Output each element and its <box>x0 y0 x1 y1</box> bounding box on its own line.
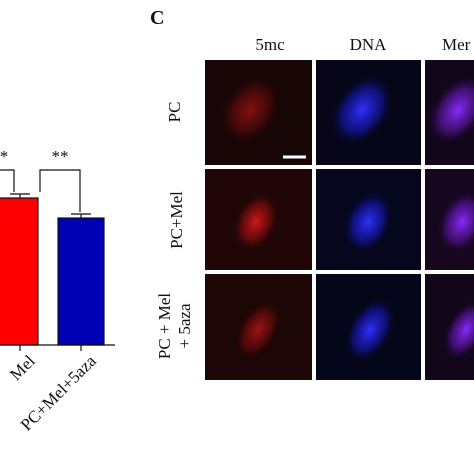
bar <box>0 197 39 346</box>
signal <box>341 189 395 255</box>
bracket <box>39 169 81 212</box>
x-label: Mel <box>6 351 39 384</box>
signal <box>218 74 282 146</box>
signal <box>435 189 474 255</box>
column-header: Mer <box>442 35 471 54</box>
signal <box>329 73 395 147</box>
significance: * <box>0 147 8 166</box>
signal <box>343 296 397 364</box>
signal <box>231 191 281 253</box>
signal <box>233 298 283 362</box>
row-label: PC <box>165 102 184 123</box>
bar-panel <box>0 169 115 351</box>
row-label: + 5aza <box>175 303 194 348</box>
micrographs <box>205 60 474 380</box>
signal <box>441 298 474 362</box>
row-label: PC+Mel <box>167 191 186 249</box>
significance: ** <box>52 147 69 166</box>
row-label: PC + Mel <box>155 293 174 360</box>
bar <box>57 217 105 346</box>
bracket <box>0 169 15 192</box>
panel-label: C <box>150 7 164 29</box>
column-header: DNA <box>350 35 388 54</box>
column-header: 5mc <box>255 35 285 54</box>
